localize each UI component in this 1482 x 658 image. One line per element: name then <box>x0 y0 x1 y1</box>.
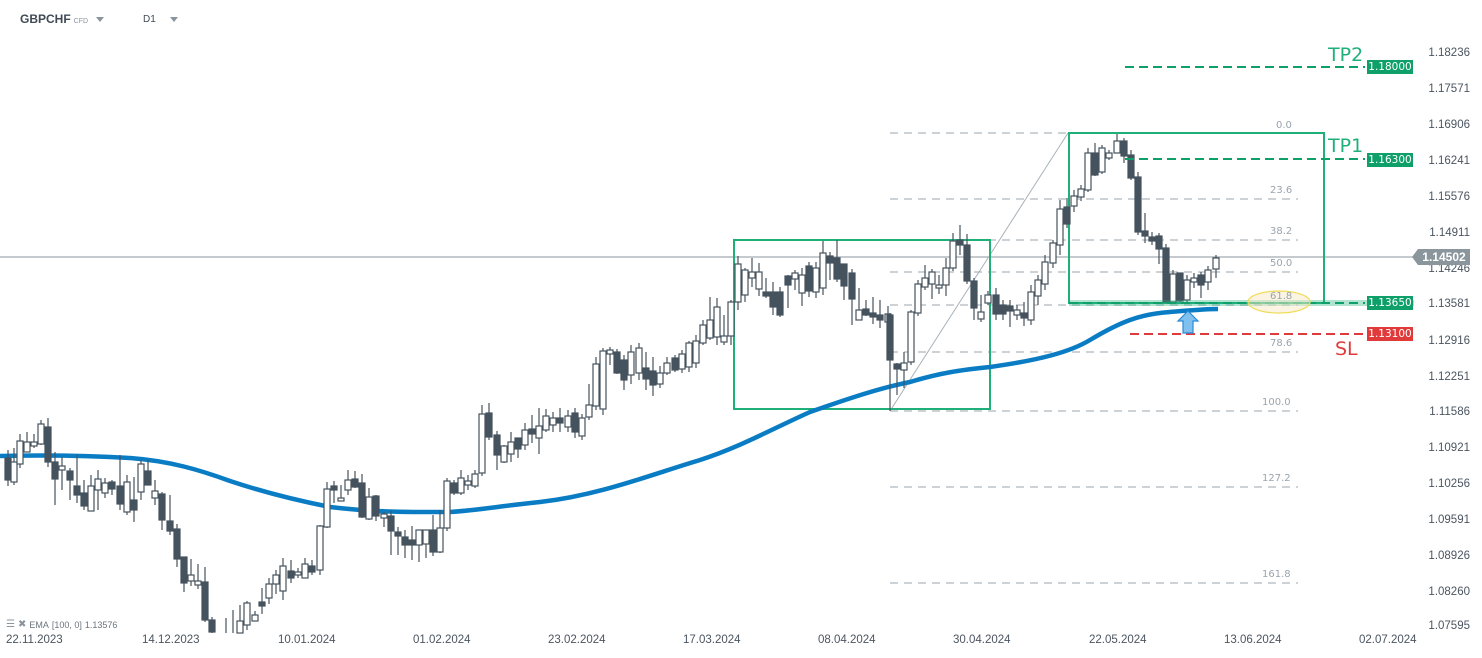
y-tick: 1.08260 <box>1428 586 1470 598</box>
close-icon[interactable]: ✖ <box>17 619 27 630</box>
y-tick: 1.13581 <box>1428 298 1470 310</box>
tp1-label: TP1 <box>1328 135 1364 157</box>
y-tick: 1.09591 <box>1428 514 1470 526</box>
symbol-type: CFD <box>73 18 89 25</box>
fibonacci-levels <box>890 132 1298 584</box>
timeframe-value: D1 <box>143 14 156 25</box>
fibonacci-trend-line <box>889 132 1069 412</box>
x-tick: 02.07.2024 <box>1359 634 1417 646</box>
x-tick: 13.06.2024 <box>1224 634 1282 646</box>
entry-price-tag[interactable]: 1.13650 <box>1367 296 1413 310</box>
symbol-selector[interactable]: GBPCHF CFD <box>20 12 105 26</box>
y-tick: 1.16241 <box>1428 155 1470 167</box>
chevron-down-icon[interactable] <box>169 16 178 22</box>
x-tick: 30.04.2024 <box>953 634 1011 646</box>
x-tick: 08.04.2024 <box>818 634 876 646</box>
timeframe-selector[interactable]: D1 <box>143 14 178 25</box>
x-tick: 22.05.2024 <box>1089 634 1147 646</box>
tp2-price-tag[interactable]: 1.18000 <box>1367 60 1413 74</box>
y-tick: 1.12251 <box>1428 371 1470 383</box>
y-tick: 1.10256 <box>1428 478 1470 490</box>
indicator-legend: ☰ ✖ EMA [100, 0] 1.13576 <box>6 619 117 630</box>
fib-label-78-6: 78.6 <box>1270 338 1293 349</box>
arrow-up-icon <box>1176 310 1200 334</box>
y-tick: 1.08926 <box>1428 550 1470 562</box>
indicator-name: EMA <box>29 619 49 630</box>
y-tick: 1.14246 <box>1428 263 1470 275</box>
x-tick: 17.03.2024 <box>683 634 741 646</box>
indicator-value: 1.13576 <box>84 619 118 630</box>
ema-100-line[interactable] <box>0 306 1219 515</box>
fib-label-61-8: 61.8 <box>1270 291 1293 302</box>
y-tick: 1.07595 <box>1428 620 1470 632</box>
chart-header: GBPCHF CFD D1 <box>0 0 1482 38</box>
sl-label: SL <box>1335 338 1358 360</box>
fib-label-38-2: 38.2 <box>1270 226 1293 237</box>
x-tick: 01.02.2024 <box>413 634 471 646</box>
fib-618-highlight <box>1247 290 1311 314</box>
y-tick: 1.16906 <box>1428 119 1470 131</box>
sl-price-tag[interactable]: 1.13100 <box>1367 327 1413 341</box>
fib-label-100: 100.0 <box>1262 397 1291 408</box>
symbol-name: GBPCHF <box>20 12 71 26</box>
fib-label-50: 50.0 <box>1270 258 1293 269</box>
indicator-params: [100, 0] <box>51 619 82 630</box>
fib-label-161-8: 161.8 <box>1262 569 1291 580</box>
fib-label-23-6: 23.6 <box>1270 185 1293 196</box>
x-tick: 14.12.2023 <box>142 634 200 646</box>
candlesticks <box>4 134 1220 634</box>
fib-label-127-2: 127.2 <box>1262 473 1291 484</box>
y-tick: 1.10921 <box>1428 442 1470 454</box>
x-tick: 22.11.2023 <box>6 634 63 646</box>
tp2-label: TP2 <box>1328 44 1364 66</box>
current-price-tag: 1.14502 <box>1412 249 1470 265</box>
y-tick: 1.14911 <box>1429 227 1470 239</box>
y-tick: 1.18236 <box>1428 47 1470 59</box>
x-tick: 23.02.2024 <box>548 634 606 646</box>
tp1-price-tag[interactable]: 1.16300 <box>1367 153 1413 167</box>
settings-lines-icon[interactable]: ☰ <box>6 619 15 630</box>
chevron-down-icon[interactable] <box>96 17 105 23</box>
y-tick: 1.15576 <box>1428 191 1470 203</box>
fib-label-0: 0.0 <box>1276 120 1292 131</box>
y-tick: 1.12916 <box>1428 335 1470 347</box>
y-tick: 1.17571 <box>1428 83 1470 95</box>
y-tick: 1.11586 <box>1429 406 1470 418</box>
x-tick: 10.01.2024 <box>278 634 336 646</box>
